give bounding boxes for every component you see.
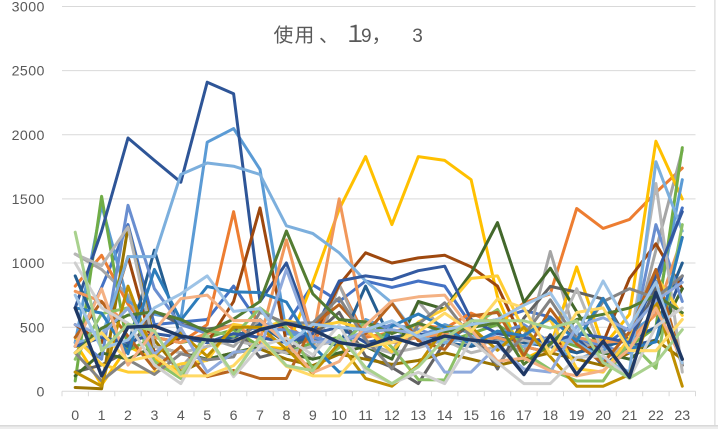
svg-text:1500: 1500 xyxy=(12,192,45,208)
svg-text:500: 500 xyxy=(20,320,45,336)
svg-text:21: 21 xyxy=(622,408,638,424)
svg-text:20: 20 xyxy=(595,408,611,424)
svg-text:0: 0 xyxy=(71,408,79,424)
svg-text:16: 16 xyxy=(490,408,506,424)
svg-text:2500: 2500 xyxy=(12,64,45,80)
svg-text:9: 9 xyxy=(309,408,317,424)
svg-text:5: 5 xyxy=(203,408,211,424)
svg-text:6: 6 xyxy=(230,408,238,424)
svg-text:11: 11 xyxy=(358,408,373,424)
svg-text:2000: 2000 xyxy=(12,128,45,144)
svg-text:12: 12 xyxy=(384,408,400,424)
svg-text:0: 0 xyxy=(37,384,45,400)
svg-text:8: 8 xyxy=(282,408,290,424)
svg-text:3000: 3000 xyxy=(12,0,45,16)
svg-text:7: 7 xyxy=(256,408,264,424)
svg-text:18: 18 xyxy=(542,408,558,424)
svg-text:17: 17 xyxy=(516,408,532,424)
svg-text:15: 15 xyxy=(463,408,479,424)
svg-text:3: 3 xyxy=(412,26,423,47)
svg-text:3: 3 xyxy=(150,408,158,424)
svg-text:1: 1 xyxy=(98,408,106,424)
svg-text:14: 14 xyxy=(437,408,453,424)
svg-text:9: 9 xyxy=(361,26,372,47)
svg-text:23: 23 xyxy=(674,408,690,424)
svg-text:1000: 1000 xyxy=(12,256,45,272)
svg-text:4: 4 xyxy=(177,408,185,424)
svg-text:10: 10 xyxy=(331,408,347,424)
svg-text:13: 13 xyxy=(410,408,426,424)
svg-text:22: 22 xyxy=(648,408,664,424)
svg-text:2: 2 xyxy=(124,408,132,424)
svg-text:19: 19 xyxy=(569,408,585,424)
